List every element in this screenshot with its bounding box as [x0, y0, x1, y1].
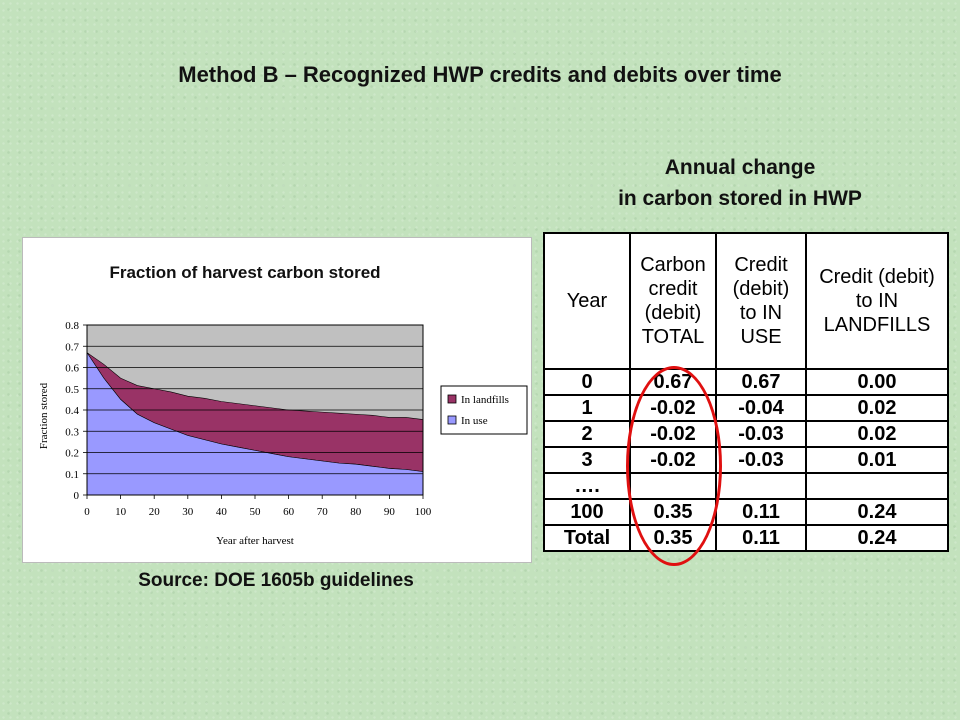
y-tick-label: 0.8 — [65, 320, 79, 332]
x-tick-label: 50 — [250, 506, 262, 518]
column-header-line: (debit) — [732, 278, 790, 300]
x-tick-label: 0 — [84, 506, 90, 518]
table-heading-line2: in carbon stored in HWP — [618, 187, 862, 210]
column-header-line: USE — [740, 326, 782, 348]
table-cell: 0 — [543, 368, 631, 396]
table-row: 0 0.67 0.67 0.00 — [543, 368, 949, 396]
table-cell — [629, 472, 717, 500]
chart-title: Fraction of harvest carbon stored — [109, 263, 380, 282]
plot-frame — [86, 324, 424, 496]
y-tick-label: 0.1 — [65, 469, 79, 481]
area-in-use — [86, 351, 424, 496]
table-cell: …. — [543, 472, 631, 500]
table-header-row: Year Carbon credit (debit) TOTAL Credit (debit… — [543, 232, 949, 370]
legend-label-in-use: In use — [461, 415, 488, 427]
table-row: 100 0.35 0.11 0.24 — [543, 498, 949, 526]
table-cell: 100 — [543, 498, 631, 526]
table-cell: -0.03 — [715, 420, 807, 448]
column-header-line: Carbon — [640, 254, 706, 276]
table-cell: 0.11 — [715, 498, 807, 526]
x-tick-label: 60 — [283, 506, 295, 518]
table-row: Total 0.35 0.11 0.24 — [543, 524, 949, 552]
table-cell: 0.00 — [805, 368, 949, 396]
fraction-stored-chart: Fraction of harvest carbon stored 0 0.1 0.… — [38, 263, 528, 547]
table-heading-line1: Annual change — [664, 156, 816, 179]
table-cell: -0.02 — [629, 394, 717, 422]
y-tick-label: 0.3 — [65, 426, 79, 438]
table-cell: -0.02 — [629, 420, 717, 448]
table-cell: 2 — [543, 420, 631, 448]
credit-debit-table: Year Carbon credit (debit) TOTAL Credit (debit… — [543, 232, 949, 552]
column-header-line: to IN — [855, 290, 899, 312]
chart-panel: Fraction of harvest carbon stored 0 0.1 0.… — [22, 237, 532, 563]
x-tick-label: 20 — [149, 506, 161, 518]
column-header-line: LANDFILLS — [823, 314, 931, 336]
table-cell: 1 — [543, 394, 631, 422]
x-tick-label: 10 — [115, 506, 127, 518]
y-tick-label: 0.4 — [65, 405, 79, 417]
table-heading: Annual change in carbon stored in HWP — [548, 152, 932, 214]
column-header-line: Credit (debit) — [819, 266, 935, 288]
table-cell: 0.02 — [805, 394, 949, 422]
table-cell — [805, 472, 949, 500]
column-header-line: credit — [648, 278, 698, 300]
x-tick-label: 40 — [216, 506, 228, 518]
y-tick-label: 0.5 — [65, 384, 79, 396]
table-cell: 3 — [543, 446, 631, 474]
table-cell: -0.03 — [715, 446, 807, 474]
legend: In landfills In use — [440, 385, 528, 435]
column-header-3: Credit (debit) to IN LANDFILLS — [805, 232, 949, 370]
y-tick-label: 0 — [74, 490, 80, 502]
table-cell: -0.04 — [715, 394, 807, 422]
table-cell: -0.02 — [629, 446, 717, 474]
table-cell: 0.01 — [805, 446, 949, 474]
x-tick-label: 100 — [415, 506, 432, 518]
x-axis-label: Year after harvest — [216, 535, 294, 547]
y-tick-label: 0.6 — [65, 363, 79, 375]
x-tick-label: 90 — [384, 506, 396, 518]
table-cell: 0.35 — [629, 524, 717, 552]
legend-swatch-in-use — [447, 415, 457, 425]
table-cell: Total — [543, 524, 631, 552]
y-tick-label: 0.7 — [65, 341, 79, 353]
column-header-line: to IN — [739, 302, 783, 324]
x-tick-label: 80 — [350, 506, 362, 518]
legend-label-landfills: In landfills — [461, 394, 509, 406]
x-tick-label: 30 — [182, 506, 194, 518]
column-header-2: Credit (debit) to IN USE — [715, 232, 807, 370]
column-header-line: Year — [566, 290, 608, 312]
x-tick-label: 70 — [317, 506, 329, 518]
column-header-1: Carbon credit (debit) TOTAL — [629, 232, 717, 370]
source-note: Source: DOE 1605b guidelines — [138, 570, 414, 591]
column-header-line: (debit) — [644, 302, 702, 324]
table-cell: 0.67 — [715, 368, 807, 396]
y-tick-label: 0.2 — [65, 448, 79, 460]
column-header-line: TOTAL — [641, 326, 705, 348]
slide-title: Method B – Recognized HWP credits and de… — [178, 62, 782, 87]
legend-swatch-landfills — [447, 394, 457, 404]
table-row: 2 -0.02 -0.03 0.02 — [543, 420, 949, 448]
table-row: 1 -0.02 -0.04 0.02 — [543, 394, 949, 422]
y-axis-label: Fraction stored — [38, 382, 50, 449]
column-header-0: Year — [543, 232, 631, 370]
table-row: …. — [543, 472, 949, 500]
column-header-line: Credit — [734, 254, 788, 276]
table-cell: 0.24 — [805, 524, 949, 552]
table-cell: 0.02 — [805, 420, 949, 448]
table-cell: 0.24 — [805, 498, 949, 526]
table-cell: 0.35 — [629, 498, 717, 526]
table-cell — [715, 472, 807, 500]
table-cell: 0.11 — [715, 524, 807, 552]
table-row: 3 -0.02 -0.03 0.01 — [543, 446, 949, 474]
table-cell: 0.67 — [629, 368, 717, 396]
